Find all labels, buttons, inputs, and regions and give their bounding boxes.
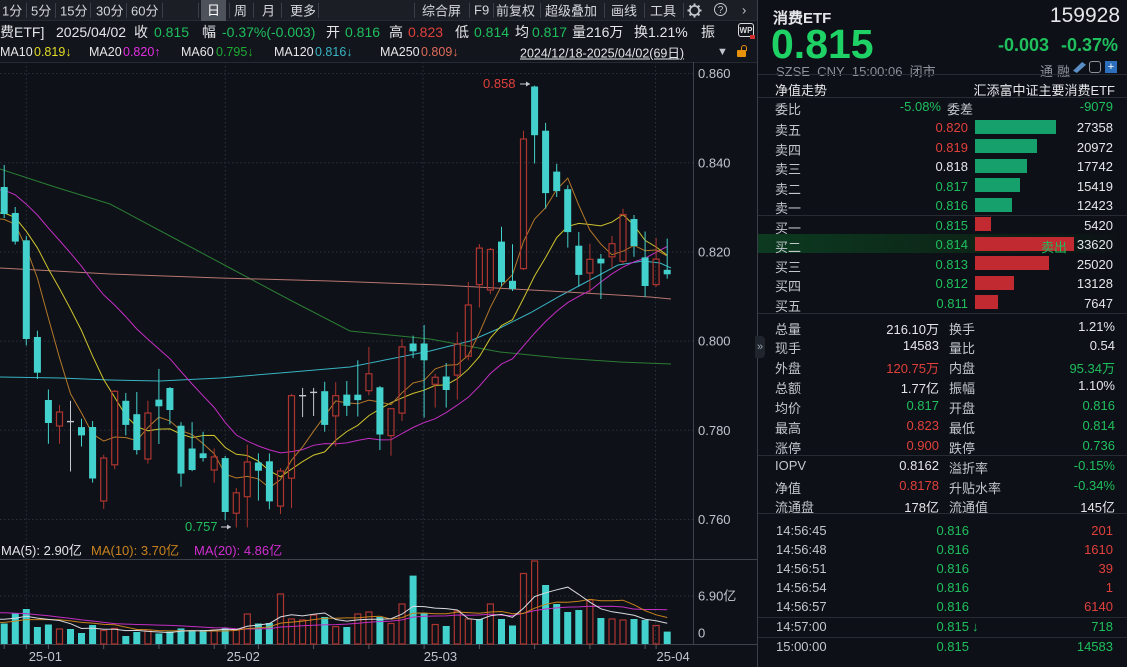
svg-text:25-04: 25-04 [657,649,690,664]
svg-text:25-02: 25-02 [227,649,260,664]
svg-text:MA(5): 2.90亿: MA(5): 2.90亿 [1,543,82,558]
svg-text:MA(20): 4.86亿: MA(20): 4.86亿 [194,543,282,558]
svg-text:0.860: 0.860 [698,66,731,81]
svg-text:25-01: 25-01 [29,649,62,664]
svg-text:0.800: 0.800 [698,334,731,349]
svg-text:MA(10): 3.70亿: MA(10): 3.70亿 [91,543,179,558]
svg-text:25-03: 25-03 [424,649,457,664]
svg-text:0.760: 0.760 [698,512,731,527]
svg-text:0: 0 [698,626,705,641]
svg-text:0.820: 0.820 [698,245,731,260]
svg-text:0.780: 0.780 [698,423,731,438]
svg-text:0.858: 0.858 [483,76,516,91]
svg-text:0.757: 0.757 [185,519,218,534]
svg-text:6.90亿: 6.90亿 [698,589,736,604]
svg-text:0.840: 0.840 [698,155,731,170]
